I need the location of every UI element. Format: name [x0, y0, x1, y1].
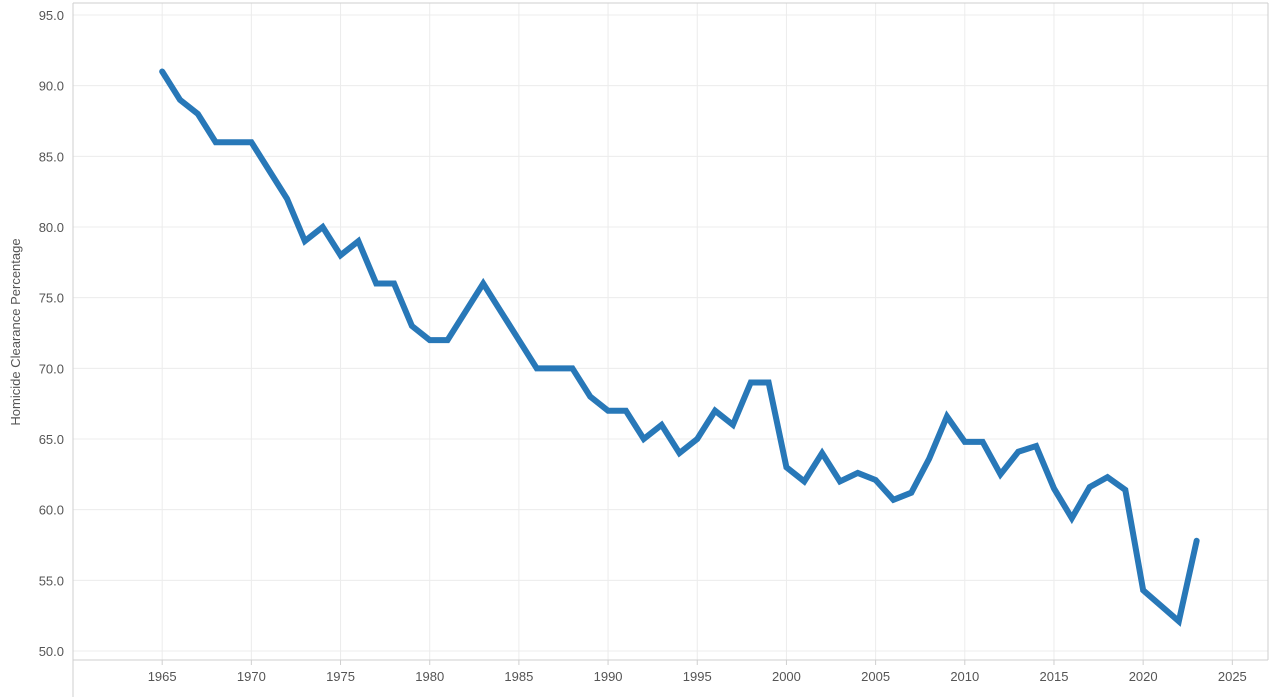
- data-point[interactable]: [873, 477, 879, 483]
- data-point[interactable]: [409, 323, 415, 329]
- y-tick-label: 55.0: [39, 573, 64, 588]
- data-point[interactable]: [748, 379, 754, 385]
- data-point[interactable]: [213, 139, 219, 145]
- data-point[interactable]: [730, 422, 736, 428]
- data-point[interactable]: [837, 478, 843, 484]
- data-point[interactable]: [694, 436, 700, 442]
- y-tick-label: 95.0: [39, 8, 64, 23]
- y-tick-label: 80.0: [39, 220, 64, 235]
- data-point[interactable]: [1015, 449, 1021, 455]
- data-point[interactable]: [427, 337, 433, 343]
- data-point[interactable]: [266, 167, 272, 173]
- data-point[interactable]: [462, 309, 468, 315]
- x-tick-label: 1985: [504, 669, 533, 684]
- grid: [73, 3, 1268, 660]
- data-point[interactable]: [320, 224, 326, 230]
- y-tick-label: 65.0: [39, 432, 64, 447]
- data-point[interactable]: [819, 450, 825, 456]
- data-point[interactable]: [1087, 484, 1093, 490]
- x-tick-label: 2020: [1129, 669, 1158, 684]
- x-tick-label: 1975: [326, 669, 355, 684]
- data-point[interactable]: [766, 379, 772, 385]
- x-tick-label: 2000: [772, 669, 801, 684]
- data-point[interactable]: [587, 394, 593, 400]
- data-point[interactable]: [1033, 443, 1039, 449]
- data-point[interactable]: [248, 139, 254, 145]
- data-point[interactable]: [338, 252, 344, 258]
- data-point[interactable]: [944, 413, 950, 419]
- y-tick-label: 85.0: [39, 149, 64, 164]
- data-point[interactable]: [801, 478, 807, 484]
- data-point[interactable]: [623, 408, 629, 414]
- x-tick-label: 1980: [415, 669, 444, 684]
- x-tick-label: 2005: [861, 669, 890, 684]
- data-point[interactable]: [373, 281, 379, 287]
- data-point[interactable]: [1104, 474, 1110, 480]
- data-point[interactable]: [231, 139, 237, 145]
- y-tick-label: 50.0: [39, 644, 64, 659]
- data-point[interactable]: [1122, 487, 1128, 493]
- data-point[interactable]: [890, 497, 896, 503]
- x-tick-label: 2010: [950, 669, 979, 684]
- data-point[interactable]: [534, 365, 540, 371]
- data-point[interactable]: [1176, 618, 1182, 624]
- x-tick-label: 1995: [683, 669, 712, 684]
- x-tick-label: 2015: [1040, 669, 1069, 684]
- y-tick-label: 60.0: [39, 503, 64, 518]
- data-point[interactable]: [926, 456, 932, 462]
- data-point[interactable]: [605, 408, 611, 414]
- data-point[interactable]: [997, 471, 1003, 477]
- data-point[interactable]: [159, 69, 165, 75]
- data-point[interactable]: [980, 439, 986, 445]
- y-tick-label: 70.0: [39, 361, 64, 376]
- y-tick-label: 90.0: [39, 79, 64, 94]
- data-point[interactable]: [480, 281, 486, 287]
- data-point[interactable]: [302, 238, 308, 244]
- data-point[interactable]: [1140, 587, 1146, 593]
- data-point[interactable]: [641, 436, 647, 442]
- data-point[interactable]: [445, 337, 451, 343]
- data-point[interactable]: [355, 238, 361, 244]
- data-point[interactable]: [783, 464, 789, 470]
- data-point[interactable]: [284, 196, 290, 202]
- data-point[interactable]: [498, 309, 504, 315]
- data-point[interactable]: [391, 281, 397, 287]
- data-point[interactable]: [659, 422, 665, 428]
- data-point[interactable]: [177, 97, 183, 103]
- data-point[interactable]: [855, 470, 861, 476]
- data-point[interactable]: [516, 337, 522, 343]
- tick-labels: 50.0 55.0 60.0 65.0 70.0 75.0 80.0 85.0 90.0 95.0…: [39, 8, 1247, 684]
- x-tick-label: 2025: [1218, 669, 1247, 684]
- data-point[interactable]: [908, 490, 914, 496]
- data-point[interactable]: [195, 111, 201, 117]
- y-tick-label: 75.0: [39, 291, 64, 306]
- x-tick-label: 1965: [148, 669, 177, 684]
- data-point[interactable]: [552, 365, 558, 371]
- data-point[interactable]: [712, 408, 718, 414]
- axes: [72, 2, 1269, 697]
- data-point[interactable]: [569, 365, 575, 371]
- data-point[interactable]: [1194, 538, 1200, 544]
- x-tick-label: 1990: [594, 669, 623, 684]
- series-line: [159, 68, 1200, 627]
- data-point[interactable]: [962, 439, 968, 445]
- series-layer: [159, 68, 1200, 627]
- y-axis-title: Homicide Clearance Percentage: [8, 238, 23, 425]
- data-point[interactable]: [1158, 603, 1164, 609]
- data-point[interactable]: [1051, 485, 1057, 491]
- data-point[interactable]: [1069, 515, 1075, 521]
- x-tick-label: 1970: [237, 669, 266, 684]
- data-point[interactable]: [676, 450, 682, 456]
